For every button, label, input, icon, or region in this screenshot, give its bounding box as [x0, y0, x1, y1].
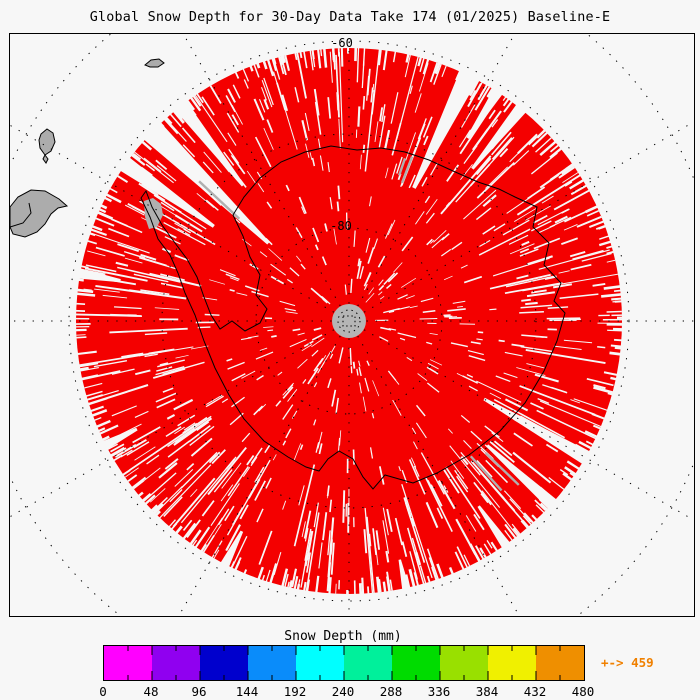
missing-swath-wedge	[412, 70, 479, 189]
missing-swath-wedge	[102, 427, 138, 450]
meridian-line	[10, 329, 335, 518]
island-left	[38, 128, 56, 156]
meridian-line	[363, 121, 694, 313]
colorbar-border	[103, 645, 585, 681]
colorbar-segment	[488, 646, 536, 680]
missing-swath-wedge	[174, 100, 245, 187]
colorbar-tick-label: 240	[331, 684, 355, 699]
pole-dotted-square	[342, 315, 356, 327]
pole-dotted-circle	[337, 309, 361, 333]
missing-swath-wedge	[466, 87, 503, 139]
colorbar-title: Snow Depth (mm)	[284, 629, 402, 644]
colorbar-segment	[536, 646, 584, 680]
colorbar-tick-label: 144	[235, 684, 259, 699]
colorbar-segment	[344, 646, 392, 680]
meridian-line	[357, 34, 516, 307]
missing-swath-wedge	[398, 559, 410, 591]
colorbar-segment	[152, 646, 200, 680]
missing-swath-wedge	[220, 530, 244, 568]
latitude-label-60: -60	[331, 36, 353, 50]
missing-swath-wedge	[486, 444, 558, 510]
land-through-gaps	[144, 156, 520, 492]
magellan-strait-line	[10, 202, 32, 228]
colorbar-tick-label: 192	[283, 684, 307, 699]
colorbar-tick-label: 288	[379, 684, 403, 699]
islands	[10, 58, 165, 238]
latitude-circle	[68, 40, 630, 602]
colorbar-tick-label: 336	[427, 684, 451, 699]
tierra-del-fuego	[10, 189, 69, 238]
meridian-line	[10, 124, 335, 313]
colorbar-tick-label: 480	[571, 684, 595, 699]
peninsula-gray-patch	[144, 198, 163, 229]
graticule	[10, 34, 694, 616]
colorbar-segment	[296, 646, 344, 680]
colorbar-tick-label: 384	[475, 684, 499, 699]
colorbar-segment	[104, 646, 152, 680]
page-title: Global Snow Depth for 30-Day Data Take 1…	[89, 10, 611, 25]
missing-swath-wedge	[77, 268, 121, 283]
colorbar-tick-label: 432	[523, 684, 547, 699]
meridian-line	[178, 335, 341, 616]
antarctica-coastline	[140, 145, 566, 490]
polar-map	[10, 34, 694, 616]
map-layers	[10, 34, 694, 616]
pole-hole	[332, 304, 366, 338]
islet	[42, 154, 49, 164]
colorbar-tick-label: 0	[99, 684, 107, 699]
swath-texture	[74, 46, 624, 596]
latitude-circle	[161, 133, 537, 509]
meridian-line	[363, 329, 694, 521]
polar-map-frame	[9, 33, 695, 617]
missing-swath-wedge	[143, 121, 270, 245]
missing-swath-wedge	[119, 156, 215, 228]
latitude-label-80: -80	[330, 219, 352, 233]
colorbar	[103, 645, 585, 681]
colorbar-tick-label: 96	[191, 684, 207, 699]
colorbar-tick-label: 48	[143, 684, 159, 699]
colorbar-max-annotation: +-> 459	[601, 655, 654, 670]
colorbar-segment	[440, 646, 488, 680]
missing-swath-wedge	[477, 505, 511, 549]
missing-swath-wedge	[471, 103, 527, 170]
missing-swath-wedge	[483, 397, 591, 465]
meridian-line	[182, 34, 341, 307]
colorbar-segment	[200, 646, 248, 680]
island-top	[144, 58, 165, 68]
meridian-line	[357, 335, 520, 616]
colorbar-segment	[248, 646, 296, 680]
colorbar-segment	[392, 646, 440, 680]
